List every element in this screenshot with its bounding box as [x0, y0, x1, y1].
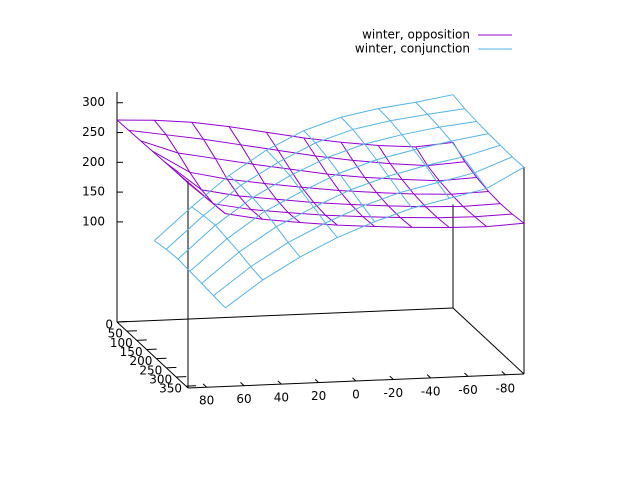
mesh-line — [175, 171, 513, 219]
z-tick-label: 300 — [82, 95, 105, 109]
x-tick — [352, 377, 357, 382]
y-tick-label: 50 — [108, 327, 123, 341]
mesh-line — [189, 133, 489, 272]
z-tick-label: 100 — [82, 214, 105, 228]
mesh-line — [164, 161, 501, 208]
base-edge — [452, 307, 525, 375]
mesh-line — [377, 108, 450, 199]
mesh-line — [377, 145, 450, 228]
y-tick-label: 0 — [105, 318, 113, 332]
mesh-line — [415, 146, 487, 227]
mesh-line — [153, 94, 454, 241]
mesh-line — [154, 240, 226, 309]
mesh-line — [265, 131, 338, 226]
y-tick-label: 100 — [110, 336, 133, 350]
z-tick-label: 150 — [82, 185, 105, 199]
x-tick-label: -40 — [421, 384, 441, 398]
y-tick-label: 150 — [120, 345, 143, 359]
x-tick-label: 80 — [199, 394, 214, 408]
mesh-line — [165, 108, 465, 250]
legend-label: winter, conjunction — [355, 42, 470, 56]
mesh-line — [128, 129, 465, 167]
x-tick — [464, 372, 469, 377]
x-tick — [314, 378, 320, 383]
mesh-line — [213, 156, 513, 296]
y-tick-label: 300 — [149, 373, 172, 387]
mesh-line — [340, 141, 413, 228]
x-tick — [389, 375, 394, 380]
mesh-line — [116, 119, 454, 148]
x-tick-label: -20 — [384, 386, 404, 400]
z-tick-label: 250 — [82, 125, 105, 139]
x-tick-label: 60 — [236, 392, 251, 406]
x-tick — [277, 380, 282, 385]
x-tick — [202, 383, 208, 388]
x-tick — [501, 371, 506, 376]
y-tick-label: 200 — [130, 354, 153, 368]
x-tick-label: -80 — [496, 381, 516, 395]
mesh-line — [225, 166, 525, 309]
mesh-line — [191, 121, 263, 220]
base-edge — [116, 307, 454, 323]
y-tick-label: 350 — [159, 382, 182, 396]
x-tick — [240, 382, 245, 387]
mesh-line — [140, 140, 477, 182]
mesh-line — [452, 142, 525, 224]
x-tick-label: 20 — [311, 389, 326, 403]
mesh-line — [303, 137, 375, 227]
mesh-line — [177, 120, 477, 260]
mesh-line — [187, 182, 525, 229]
legend-label: winter, opposition — [362, 28, 470, 42]
x-tick-label: -60 — [458, 383, 478, 397]
x-tick-label: 0 — [352, 388, 360, 402]
mesh-line — [201, 144, 501, 284]
mesh-line — [152, 150, 489, 195]
y-tick-label: 250 — [139, 363, 162, 377]
z-tick-label: 200 — [82, 155, 105, 169]
x-tick-label: 40 — [274, 391, 289, 405]
x-tick — [426, 374, 432, 379]
